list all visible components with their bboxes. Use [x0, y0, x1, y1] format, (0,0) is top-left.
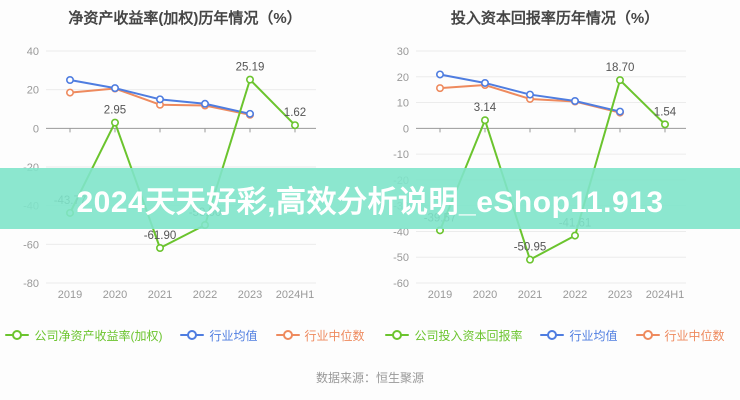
svg-text:-40: -40	[393, 226, 409, 238]
line-circle-icon	[180, 330, 205, 340]
legend-label: 行业中位数	[664, 328, 725, 343]
legend-label: 行业均值	[569, 328, 618, 343]
svg-text:0: 0	[33, 123, 39, 135]
legend-item-industry-avg-roic[interactable]: 行业均值	[540, 327, 618, 344]
svg-text:40: 40	[27, 46, 39, 58]
svg-text:2021: 2021	[148, 289, 172, 301]
legend-item-industry-median-roic[interactable]: 行业中位数	[635, 327, 725, 344]
svg-text:2021: 2021	[518, 289, 542, 301]
legend-roe: 公司净资产收益率(加权) 行业均值 行业中位数	[0, 327, 370, 343]
chart-title-roe: 净资产收益率(加权)历年情况（%）	[68, 10, 302, 27]
svg-text:2023: 2023	[238, 289, 262, 301]
svg-text:20: 20	[27, 85, 39, 97]
line-circle-icon	[5, 330, 30, 340]
svg-text:2022: 2022	[563, 289, 587, 301]
svg-text:-60: -60	[23, 239, 39, 251]
svg-text:0: 0	[403, 123, 409, 135]
line-circle-icon	[635, 330, 660, 340]
svg-text:2020: 2020	[103, 289, 127, 301]
legend-roic: 公司投入资本回报率 行业均值 行业中位数	[370, 327, 740, 343]
svg-text:-10: -10	[393, 149, 409, 161]
promo-banner-overlay[interactable]: 2024天天好彩,高效分析说明_eShop11.913	[0, 168, 740, 229]
svg-text:2019: 2019	[428, 289, 452, 301]
svg-text:1.54: 1.54	[654, 106, 677, 118]
svg-text:2024H1: 2024H1	[646, 289, 685, 301]
svg-text:1.62: 1.62	[284, 107, 306, 119]
line-circle-icon	[275, 330, 300, 340]
legend-item-industry-median-roe[interactable]: 行业中位数	[275, 327, 365, 344]
svg-text:-50: -50	[393, 252, 409, 264]
legend-label: 公司净资产收益率(加权)	[34, 328, 163, 343]
svg-text:18.70: 18.70	[606, 62, 635, 74]
svg-text:3.14: 3.14	[474, 102, 497, 114]
svg-text:2024H1: 2024H1	[276, 289, 315, 301]
svg-text:2023: 2023	[608, 289, 632, 301]
svg-text:2.95: 2.95	[104, 105, 126, 117]
svg-text:25.19: 25.19	[236, 62, 265, 74]
legend-item-company-roic[interactable]: 公司投入资本回报率	[385, 327, 522, 344]
svg-text:2020: 2020	[473, 289, 497, 301]
svg-text:30: 30	[397, 46, 409, 58]
legend-label: 行业中位数	[304, 328, 365, 343]
svg-text:-60: -60	[393, 278, 409, 290]
legend-label: 公司投入资本回报率	[414, 328, 523, 343]
svg-text:-80: -80	[23, 278, 39, 290]
legend-label: 行业均值	[209, 328, 258, 343]
chart-title-roic: 投入资本回报率历年情况（%）	[450, 10, 660, 27]
line-circle-icon	[385, 330, 410, 340]
svg-text:2019: 2019	[58, 289, 82, 301]
svg-text:10: 10	[397, 98, 409, 110]
svg-text:-61.90: -61.90	[144, 230, 177, 242]
svg-text:20: 20	[397, 72, 409, 84]
svg-text:2022: 2022	[193, 289, 217, 301]
legend-item-company-roe[interactable]: 公司净资产收益率(加权)	[5, 327, 162, 344]
promo-banner-text: 2024天天好彩,高效分析说明_eShop11.913	[76, 185, 664, 219]
legend-item-industry-avg-roe[interactable]: 行业均值	[180, 327, 258, 344]
svg-text:-50.95: -50.95	[514, 242, 547, 254]
data-source-note: 数据来源：恒生聚源	[315, 371, 424, 385]
line-circle-icon	[540, 330, 565, 340]
